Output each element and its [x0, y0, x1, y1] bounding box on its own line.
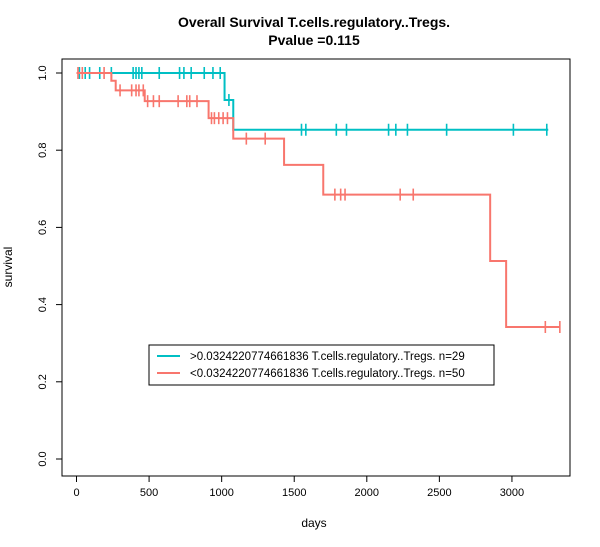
legend-label-low: <0.0324220774661836 T.cells.regulatory..… [190, 368, 465, 380]
legend: >0.0324220774661836 T.cells.regulatory..… [148, 344, 495, 386]
y-tick-label: 0.6 [37, 220, 49, 235]
y-axis-label: survival [1, 247, 15, 288]
y-tick-label: 0.2 [37, 374, 49, 389]
x-tick-label: 500 [140, 487, 158, 499]
chart-subtitle: Pvalue =0.115 [268, 32, 360, 48]
legend-box [148, 344, 495, 386]
x-axis-label: days [301, 516, 326, 530]
y-axis: 0.0 0.2 0.4 0.6 0.8 1.0 [37, 65, 63, 467]
y-tick-label: 1.0 [37, 65, 49, 80]
x-tick-label: 0 [73, 487, 79, 499]
plot-frame [61, 58, 571, 477]
survival-curve-1 [76, 72, 560, 328]
survival-curves [76, 67, 561, 333]
x-axis: 0 500 1000 1500 2000 2500 3000 [73, 475, 524, 499]
legend-label-high: >0.0324220774661836 T.cells.regulatory..… [190, 351, 465, 363]
y-tick-label: 0.4 [37, 297, 49, 312]
y-tick-label: 0.0 [37, 451, 49, 466]
x-tick-label: 1000 [209, 487, 233, 499]
x-tick-label: 3000 [500, 487, 524, 499]
x-tick-label: 1500 [282, 487, 306, 499]
x-tick-label: 2500 [427, 487, 451, 499]
y-tick-label: 0.8 [37, 143, 49, 158]
x-tick-label: 2000 [355, 487, 379, 499]
chart-title: Overall Survival T.cells.regulatory..Tre… [178, 14, 450, 30]
